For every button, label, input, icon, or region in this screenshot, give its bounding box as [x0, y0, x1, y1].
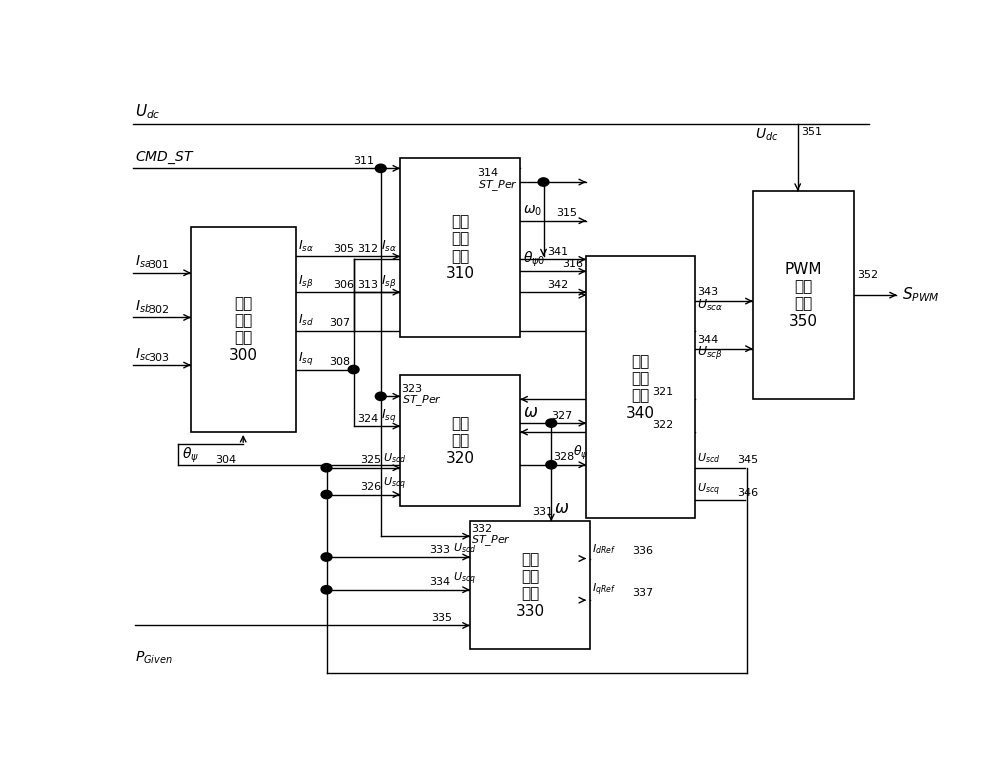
Text: 341: 341	[547, 247, 568, 257]
Text: 305: 305	[333, 244, 354, 254]
Circle shape	[321, 490, 332, 499]
Circle shape	[321, 464, 332, 472]
Text: $\omega$: $\omega$	[554, 499, 569, 516]
Text: $I_{sc}$: $I_{sc}$	[135, 346, 151, 363]
Text: $I_{s\alpha}$: $I_{s\alpha}$	[381, 239, 397, 254]
Text: 303: 303	[148, 352, 169, 363]
FancyBboxPatch shape	[753, 191, 854, 400]
Text: 337: 337	[633, 587, 654, 598]
Text: $U_{dc}$: $U_{dc}$	[755, 127, 779, 143]
Text: 327: 327	[551, 410, 572, 421]
Text: $CMD\_ST$: $CMD\_ST$	[135, 150, 195, 166]
Text: 351: 351	[802, 127, 823, 137]
FancyBboxPatch shape	[191, 226, 296, 432]
Text: 磁链
锁相
320: 磁链 锁相 320	[446, 416, 475, 466]
Text: 352: 352	[857, 271, 879, 281]
Text: $I_{sb}$: $I_{sb}$	[135, 298, 152, 315]
Text: $\theta_\psi$: $\theta_\psi$	[182, 445, 199, 465]
Text: 307: 307	[330, 318, 351, 329]
Text: $I_{s\beta}$: $I_{s\beta}$	[298, 273, 313, 290]
Text: $U_{sc\beta}$: $U_{sc\beta}$	[697, 344, 723, 360]
Text: 301: 301	[148, 261, 169, 271]
Text: $I_{dRef}$: $I_{dRef}$	[592, 543, 616, 556]
Text: 324: 324	[358, 414, 379, 424]
Text: $U_{scd}$: $U_{scd}$	[383, 451, 407, 465]
Text: 328: 328	[553, 452, 574, 462]
Text: 314: 314	[478, 168, 499, 178]
Text: 343: 343	[697, 287, 718, 297]
Text: $U_{dc}$: $U_{dc}$	[135, 102, 161, 121]
Text: 332: 332	[471, 524, 493, 534]
Text: 322: 322	[652, 420, 673, 430]
Text: $\theta_\psi$: $\theta_\psi$	[573, 444, 589, 462]
Circle shape	[546, 419, 557, 427]
Text: 311: 311	[354, 156, 375, 166]
Circle shape	[375, 392, 386, 400]
Text: 321: 321	[652, 387, 673, 397]
Text: 316: 316	[562, 259, 583, 269]
Text: 315: 315	[556, 209, 577, 218]
Text: $I_{s\beta}$: $I_{s\beta}$	[381, 273, 396, 290]
Text: 302: 302	[148, 305, 169, 315]
Circle shape	[375, 164, 386, 172]
Text: 342: 342	[547, 280, 569, 290]
Text: 334: 334	[430, 577, 451, 587]
Text: $U_{sc\alpha}$: $U_{sc\alpha}$	[697, 298, 723, 313]
FancyBboxPatch shape	[470, 521, 590, 649]
Text: 333: 333	[430, 545, 451, 555]
Text: $I_{sd}$: $I_{sd}$	[298, 313, 314, 329]
Text: $U_{scq}$: $U_{scq}$	[697, 482, 720, 498]
Text: $P_{Given}$: $P_{Given}$	[135, 649, 173, 666]
Circle shape	[546, 461, 557, 469]
Text: $\omega$: $\omega$	[523, 403, 538, 421]
Text: 323: 323	[402, 384, 423, 394]
Text: $I_{sa}$: $I_{sa}$	[135, 254, 152, 271]
Text: $\omega_0$: $\omega_0$	[523, 204, 542, 218]
Circle shape	[538, 178, 549, 186]
Text: 325: 325	[360, 455, 381, 465]
Circle shape	[321, 553, 332, 561]
Text: $U_{scq}$: $U_{scq}$	[383, 475, 406, 492]
Text: 304: 304	[215, 455, 236, 465]
Text: 326: 326	[360, 482, 381, 492]
Text: 初始
磁链
计算
310: 初始 磁链 计算 310	[446, 214, 475, 281]
Text: PWM
调制
策略
350: PWM 调制 策略 350	[784, 261, 822, 329]
Text: $ST\_Per$: $ST\_Per$	[402, 393, 442, 408]
Text: $\theta_{\psi 0}$: $\theta_{\psi 0}$	[523, 250, 545, 269]
Text: 电流
闭环
控制
340: 电流 闭环 控制 340	[626, 354, 655, 421]
Text: $I_{qRef}$: $I_{qRef}$	[592, 581, 616, 598]
FancyBboxPatch shape	[400, 376, 520, 506]
Text: $U_{scq}$: $U_{scq}$	[453, 571, 476, 587]
Text: 306: 306	[333, 280, 354, 290]
Text: $I_{sq}$: $I_{sq}$	[381, 407, 396, 424]
Text: $ST\_Per$: $ST\_Per$	[471, 533, 512, 548]
Text: $U_{scd}$: $U_{scd}$	[697, 451, 720, 465]
Text: 336: 336	[633, 547, 654, 556]
Text: 346: 346	[737, 488, 758, 498]
Text: 308: 308	[330, 357, 351, 367]
Circle shape	[348, 366, 359, 373]
Text: 313: 313	[358, 280, 378, 290]
Text: 312: 312	[358, 244, 379, 254]
Text: 331: 331	[533, 506, 554, 516]
Text: $S_{PWM}$: $S_{PWM}$	[902, 286, 939, 305]
Circle shape	[321, 586, 332, 594]
Text: $ST\_Per$: $ST\_Per$	[478, 178, 518, 192]
Text: 参考
电流
计算
330: 参考 电流 计算 330	[515, 552, 544, 619]
Text: $U_{scd}$: $U_{scd}$	[453, 541, 476, 555]
Text: 335: 335	[431, 613, 452, 623]
Text: $I_{s\alpha}$: $I_{s\alpha}$	[298, 239, 314, 254]
FancyBboxPatch shape	[400, 158, 520, 337]
Text: 345: 345	[737, 455, 758, 465]
Text: 定子
电流
计算
300: 定子 电流 计算 300	[229, 296, 258, 363]
FancyBboxPatch shape	[586, 257, 695, 519]
Text: $I_{sq}$: $I_{sq}$	[298, 350, 313, 367]
Text: 344: 344	[697, 335, 718, 345]
